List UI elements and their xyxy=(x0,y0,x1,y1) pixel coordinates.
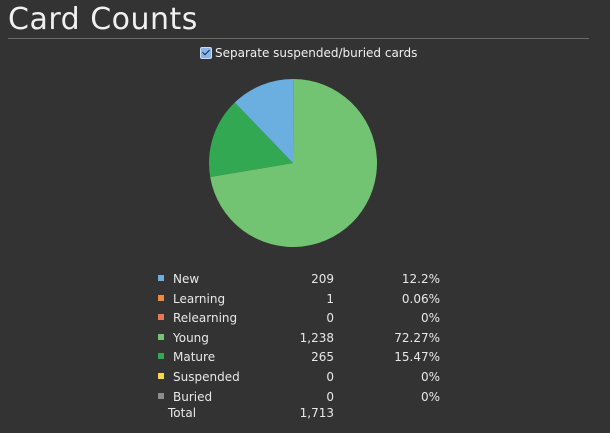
legend-row-suspended: Suspended 0 0% xyxy=(155,367,455,387)
legend-swatch-learning xyxy=(158,294,164,301)
legend-count: 265 xyxy=(311,350,334,365)
legend-row-young: Young 1,238 72.27% xyxy=(155,328,455,348)
legend-swatch-mature xyxy=(158,353,164,360)
legend-count: 209 xyxy=(311,272,334,286)
legend-count: 0 xyxy=(326,369,334,384)
legend-swatch-buried xyxy=(158,392,164,399)
legend-row-relearning: Relearning 0 0% xyxy=(155,308,455,328)
legend-swatch-young xyxy=(158,333,164,340)
title-divider xyxy=(8,38,589,39)
checkbox-checked-icon[interactable] xyxy=(200,47,212,59)
pie-slice-new xyxy=(234,79,293,163)
legend-count: 0 xyxy=(326,389,334,404)
total-value: 1,713 xyxy=(299,406,334,421)
legend-label: Mature xyxy=(173,350,216,365)
legend-swatch-suspended xyxy=(158,372,164,379)
pie-slice-mature xyxy=(209,102,293,178)
legend-percent: 15.47% xyxy=(394,350,440,365)
legend-percent: 12.2% xyxy=(401,272,440,286)
pie-slices xyxy=(209,78,377,247)
total-label: Total xyxy=(168,406,197,421)
toggle-label: Separate suspended/buried cards xyxy=(215,46,418,60)
legend-swatch-relearning xyxy=(158,314,164,321)
total-row: Total 1,713 xyxy=(155,406,455,424)
legend-row-buried: Buried 0 0% xyxy=(155,387,455,407)
legend-label: Buried xyxy=(173,389,213,404)
legend-percent: 72.27% xyxy=(394,330,440,345)
legend-percent: 0% xyxy=(420,369,440,384)
legend-label: Relearning xyxy=(173,311,238,326)
legend-percent: 0.06% xyxy=(401,291,440,306)
legend-swatch-new xyxy=(158,275,164,281)
legend-row-new: New 209 12.2% xyxy=(155,269,455,289)
legend-count: 1,238 xyxy=(299,330,334,345)
legend-row-learning: Learning 1 0.06% xyxy=(155,289,455,309)
page-title: Card Counts xyxy=(8,2,198,37)
legend-rows: New 209 12.2% Learning 1 0.06% Relearning 0 0% Yo… xyxy=(155,269,455,406)
separate-suspended-toggle[interactable]: Separate suspended/buried cards xyxy=(200,46,417,60)
legend-label: Learning xyxy=(173,291,226,306)
pie-slice-young xyxy=(210,79,377,247)
legend-percent: 0% xyxy=(420,389,440,404)
legend-row-mature: Mature 265 15.47% xyxy=(155,347,455,367)
legend-count: 1 xyxy=(326,291,334,306)
legend-label: Young xyxy=(173,330,209,345)
legend-table: New 209 12.2% Learning 1 0.06% Relearning 0 0% Yo… xyxy=(155,269,455,424)
legend-label: Suspended xyxy=(173,369,240,384)
legend-label: New xyxy=(173,272,200,286)
legend-count: 0 xyxy=(326,311,334,326)
legend-percent: 0% xyxy=(420,311,440,326)
